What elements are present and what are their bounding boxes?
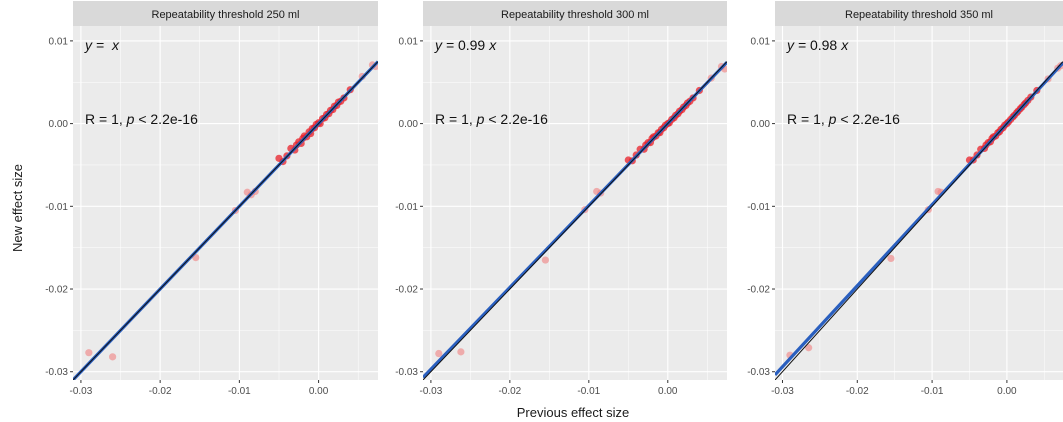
y-tick-label: 0.00 <box>49 119 69 130</box>
y-tick-label: -0.03 <box>395 367 418 378</box>
data-point <box>887 254 895 263</box>
equation-slope: 0.99 <box>458 37 485 53</box>
x-axis-ticks: -0.03 -0.02 -0.01 0.00 <box>771 380 1017 397</box>
x-tick-label: -0.03 <box>70 386 93 397</box>
x-tick-label: 0.00 <box>658 386 678 397</box>
panel-strip <box>775 1 1063 26</box>
y-tick-label: -0.01 <box>395 202 418 213</box>
stat-p-symbol: p <box>828 111 837 127</box>
identity-line <box>775 61 1063 380</box>
data-point <box>457 348 465 356</box>
x-tick-label: -0.01 <box>228 386 251 397</box>
x-axis-ticks: -0.03 -0.02 -0.01 0.00 <box>419 380 678 397</box>
panel-300ml: Repeatability threshold 300 ml y = 0.99 x… <box>395 1 727 397</box>
y-tick-label: 0.01 <box>49 36 69 47</box>
equation-var: x <box>840 37 849 53</box>
equation-lhs: y = <box>434 37 458 53</box>
regression-equation: y = 0.98 x <box>786 37 849 53</box>
x-tick-label: -0.02 <box>149 386 172 397</box>
identity-line <box>73 61 378 380</box>
x-axis-title: Previous effect size <box>517 405 629 420</box>
stat-r: R = 1, <box>85 111 127 127</box>
y-tick-label: -0.02 <box>747 285 770 296</box>
data-point <box>541 256 549 264</box>
x-tick-label: -0.01 <box>921 386 944 397</box>
panel-strip-label: Repeatability threshold 300 ml <box>501 9 649 21</box>
correlation-stat: R = 1, p < 2.2e-16 <box>85 111 198 127</box>
y-tick-label: -0.01 <box>747 202 770 213</box>
x-tick-label: -0.01 <box>577 386 600 397</box>
equation-lhs: y = <box>84 37 108 53</box>
y-axis-ticks: -0.03 -0.02 -0.01 0.00 0.01 <box>45 36 73 378</box>
gridlines <box>423 26 727 380</box>
y-tick-label: 0.01 <box>399 36 419 47</box>
gridlines <box>775 26 1063 380</box>
stat-p-symbol: p <box>476 111 485 127</box>
panel-strip-label: Repeatability threshold 350 ml <box>845 9 993 21</box>
stat-r: R = 1, <box>435 111 477 127</box>
correlation-stat: R = 1, p < 2.2e-16 <box>787 111 900 127</box>
x-tick-label: -0.02 <box>498 386 521 397</box>
x-tick-label: -0.03 <box>771 386 794 397</box>
stat-p-value: < 2.2e-16 <box>836 111 900 127</box>
regression-equation: y = 0.99 x <box>434 37 497 53</box>
gridlines <box>73 26 378 380</box>
regression-equation: y = x <box>84 37 120 53</box>
y-tick-label: -0.01 <box>45 202 68 213</box>
y-axis-title: New effect size <box>10 164 25 252</box>
equation-lhs: y = <box>786 37 810 53</box>
equation-var: x <box>488 37 497 53</box>
y-tick-label: 0.00 <box>399 119 419 130</box>
panel-background <box>423 26 727 380</box>
y-tick-label: -0.03 <box>45 367 68 378</box>
data-point <box>109 353 117 361</box>
data-point <box>85 349 93 357</box>
stat-p-value: < 2.2e-16 <box>134 111 198 127</box>
panel-background <box>73 26 378 380</box>
x-tick-label: 0.00 <box>997 386 1017 397</box>
y-tick-label: -0.03 <box>747 367 770 378</box>
data-point <box>805 344 813 352</box>
x-tick-label: -0.02 <box>846 386 869 397</box>
panel-strip-label: Repeatability threshold 250 ml <box>152 9 300 21</box>
y-tick-label: 0.01 <box>751 36 771 47</box>
y-axis-ticks: -0.03 -0.02 -0.01 0.00 0.01 <box>395 36 423 378</box>
y-tick-label: -0.02 <box>395 285 418 296</box>
panel-strip <box>73 1 378 26</box>
identity-line <box>423 61 727 380</box>
equation-slope: 0.98 <box>810 37 837 53</box>
stat-r: R = 1, <box>787 111 829 127</box>
stat-p-value: < 2.2e-16 <box>484 111 548 127</box>
panel-250ml: Repeatability threshold 250 ml y = x R =… <box>45 1 378 397</box>
stat-p-symbol: p <box>126 111 135 127</box>
data-point <box>435 349 443 358</box>
x-tick-label: 0.00 <box>309 386 329 397</box>
x-axis-ticks: -0.03 -0.02 -0.01 0.00 <box>70 380 329 397</box>
correlation-stat: R = 1, p < 2.2e-16 <box>435 111 548 127</box>
equation-var: x <box>111 37 120 53</box>
y-tick-label: -0.02 <box>45 285 68 296</box>
y-axis-ticks: -0.03 -0.02 -0.01 0.00 0.01 <box>747 36 775 378</box>
y-tick-label: 0.00 <box>751 119 771 130</box>
x-tick-label: -0.03 <box>419 386 442 397</box>
panel-350ml: Repeatability threshold 350 ml y = 0.98 x… <box>747 1 1063 397</box>
panel-strip <box>423 1 727 26</box>
